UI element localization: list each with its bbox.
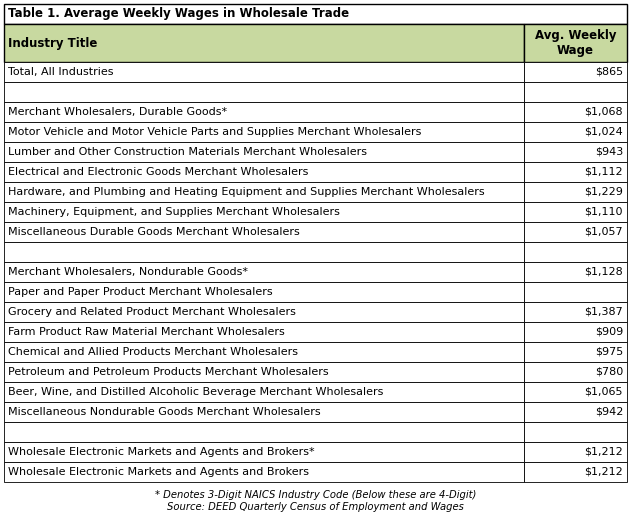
Bar — [4, 282, 524, 302]
Bar — [524, 282, 627, 302]
Text: $1,112: $1,112 — [584, 167, 623, 177]
Text: Farm Product Raw Material Merchant Wholesalers: Farm Product Raw Material Merchant Whole… — [8, 327, 285, 337]
Text: $975: $975 — [595, 347, 623, 357]
Bar — [524, 442, 627, 462]
Bar — [4, 162, 524, 182]
Text: $1,387: $1,387 — [584, 307, 623, 317]
Text: $1,212: $1,212 — [584, 467, 623, 477]
Text: Merchant Wholesalers, Nondurable Goods*: Merchant Wholesalers, Nondurable Goods* — [8, 267, 248, 277]
Text: $1,057: $1,057 — [584, 227, 623, 237]
Text: Machinery, Equipment, and Supplies Merchant Wholesalers: Machinery, Equipment, and Supplies Merch… — [8, 207, 340, 217]
Bar — [4, 442, 524, 462]
Text: Lumber and Other Construction Materials Merchant Wholesalers: Lumber and Other Construction Materials … — [8, 147, 367, 157]
Text: Paper and Paper Product Merchant Wholesalers: Paper and Paper Product Merchant Wholesa… — [8, 287, 273, 297]
Text: Petroleum and Petroleum Products Merchant Wholesalers: Petroleum and Petroleum Products Merchan… — [8, 367, 329, 377]
Bar — [524, 142, 627, 162]
Bar — [4, 62, 524, 82]
Bar — [4, 182, 524, 202]
Bar — [524, 202, 627, 222]
Bar — [4, 4, 627, 24]
Bar — [4, 142, 524, 162]
Text: $1,229: $1,229 — [584, 187, 623, 197]
Text: $1,065: $1,065 — [584, 387, 623, 397]
Text: $943: $943 — [595, 147, 623, 157]
Text: Chemical and Allied Products Merchant Wholesalers: Chemical and Allied Products Merchant Wh… — [8, 347, 298, 357]
Text: * Denotes 3-Digit NAICS Industry Code (Below these are 4-Digit): * Denotes 3-Digit NAICS Industry Code (B… — [155, 489, 476, 500]
Bar — [4, 422, 524, 442]
Text: $1,110: $1,110 — [584, 207, 623, 217]
Text: $1,024: $1,024 — [584, 127, 623, 137]
Bar — [4, 82, 524, 102]
Bar — [4, 342, 524, 362]
Text: Motor Vehicle and Motor Vehicle Parts and Supplies Merchant Wholesalers: Motor Vehicle and Motor Vehicle Parts an… — [8, 127, 422, 137]
Text: Wholesale Electronic Markets and Agents and Brokers: Wholesale Electronic Markets and Agents … — [8, 467, 309, 477]
Bar — [4, 382, 524, 402]
Bar — [524, 342, 627, 362]
Bar — [524, 122, 627, 142]
Bar — [4, 222, 524, 242]
Text: Miscellaneous Nondurable Goods Merchant Wholesalers: Miscellaneous Nondurable Goods Merchant … — [8, 407, 321, 417]
Text: $780: $780 — [595, 367, 623, 377]
Text: Grocery and Related Product Merchant Wholesalers: Grocery and Related Product Merchant Who… — [8, 307, 296, 317]
Text: Miscellaneous Durable Goods Merchant Wholesalers: Miscellaneous Durable Goods Merchant Who… — [8, 227, 300, 237]
Bar — [4, 402, 524, 422]
Bar — [524, 422, 627, 442]
Text: $865: $865 — [595, 67, 623, 77]
Text: Avg. Weekly
Wage: Avg. Weekly Wage — [535, 29, 616, 57]
Bar — [4, 362, 524, 382]
Text: Hardware, and Plumbing and Heating Equipment and Supplies Merchant Wholesalers: Hardware, and Plumbing and Heating Equip… — [8, 187, 485, 197]
Text: Wholesale Electronic Markets and Agents and Brokers*: Wholesale Electronic Markets and Agents … — [8, 447, 315, 457]
Bar — [4, 24, 524, 62]
Bar — [524, 222, 627, 242]
Text: $1,068: $1,068 — [584, 107, 623, 117]
Bar — [524, 462, 627, 482]
Bar — [4, 202, 524, 222]
Bar — [524, 382, 627, 402]
Bar — [524, 242, 627, 262]
Bar — [4, 302, 524, 322]
Bar — [524, 362, 627, 382]
Bar — [524, 102, 627, 122]
Text: Beer, Wine, and Distilled Alcoholic Beverage Merchant Wholesalers: Beer, Wine, and Distilled Alcoholic Beve… — [8, 387, 384, 397]
Text: Total, All Industries: Total, All Industries — [8, 67, 114, 77]
Bar — [524, 302, 627, 322]
Bar — [4, 102, 524, 122]
Bar — [524, 82, 627, 102]
Bar — [524, 402, 627, 422]
Text: $1,128: $1,128 — [584, 267, 623, 277]
Bar — [524, 182, 627, 202]
Bar — [524, 24, 627, 62]
Text: Source: DEED Quarterly Census of Employment and Wages: Source: DEED Quarterly Census of Employm… — [167, 502, 464, 513]
Text: Merchant Wholesalers, Durable Goods*: Merchant Wholesalers, Durable Goods* — [8, 107, 227, 117]
Text: Industry Title: Industry Title — [8, 36, 97, 49]
Bar — [524, 262, 627, 282]
Bar — [524, 62, 627, 82]
Text: $909: $909 — [595, 327, 623, 337]
Bar — [4, 242, 524, 262]
Bar — [4, 322, 524, 342]
Bar — [524, 162, 627, 182]
Text: Table 1. Average Weekly Wages in Wholesale Trade: Table 1. Average Weekly Wages in Wholesa… — [8, 7, 349, 20]
Text: $1,212: $1,212 — [584, 447, 623, 457]
Bar — [4, 262, 524, 282]
Bar — [4, 462, 524, 482]
Bar — [524, 322, 627, 342]
Bar — [4, 122, 524, 142]
Text: Electrical and Electronic Goods Merchant Wholesalers: Electrical and Electronic Goods Merchant… — [8, 167, 309, 177]
Text: $942: $942 — [594, 407, 623, 417]
